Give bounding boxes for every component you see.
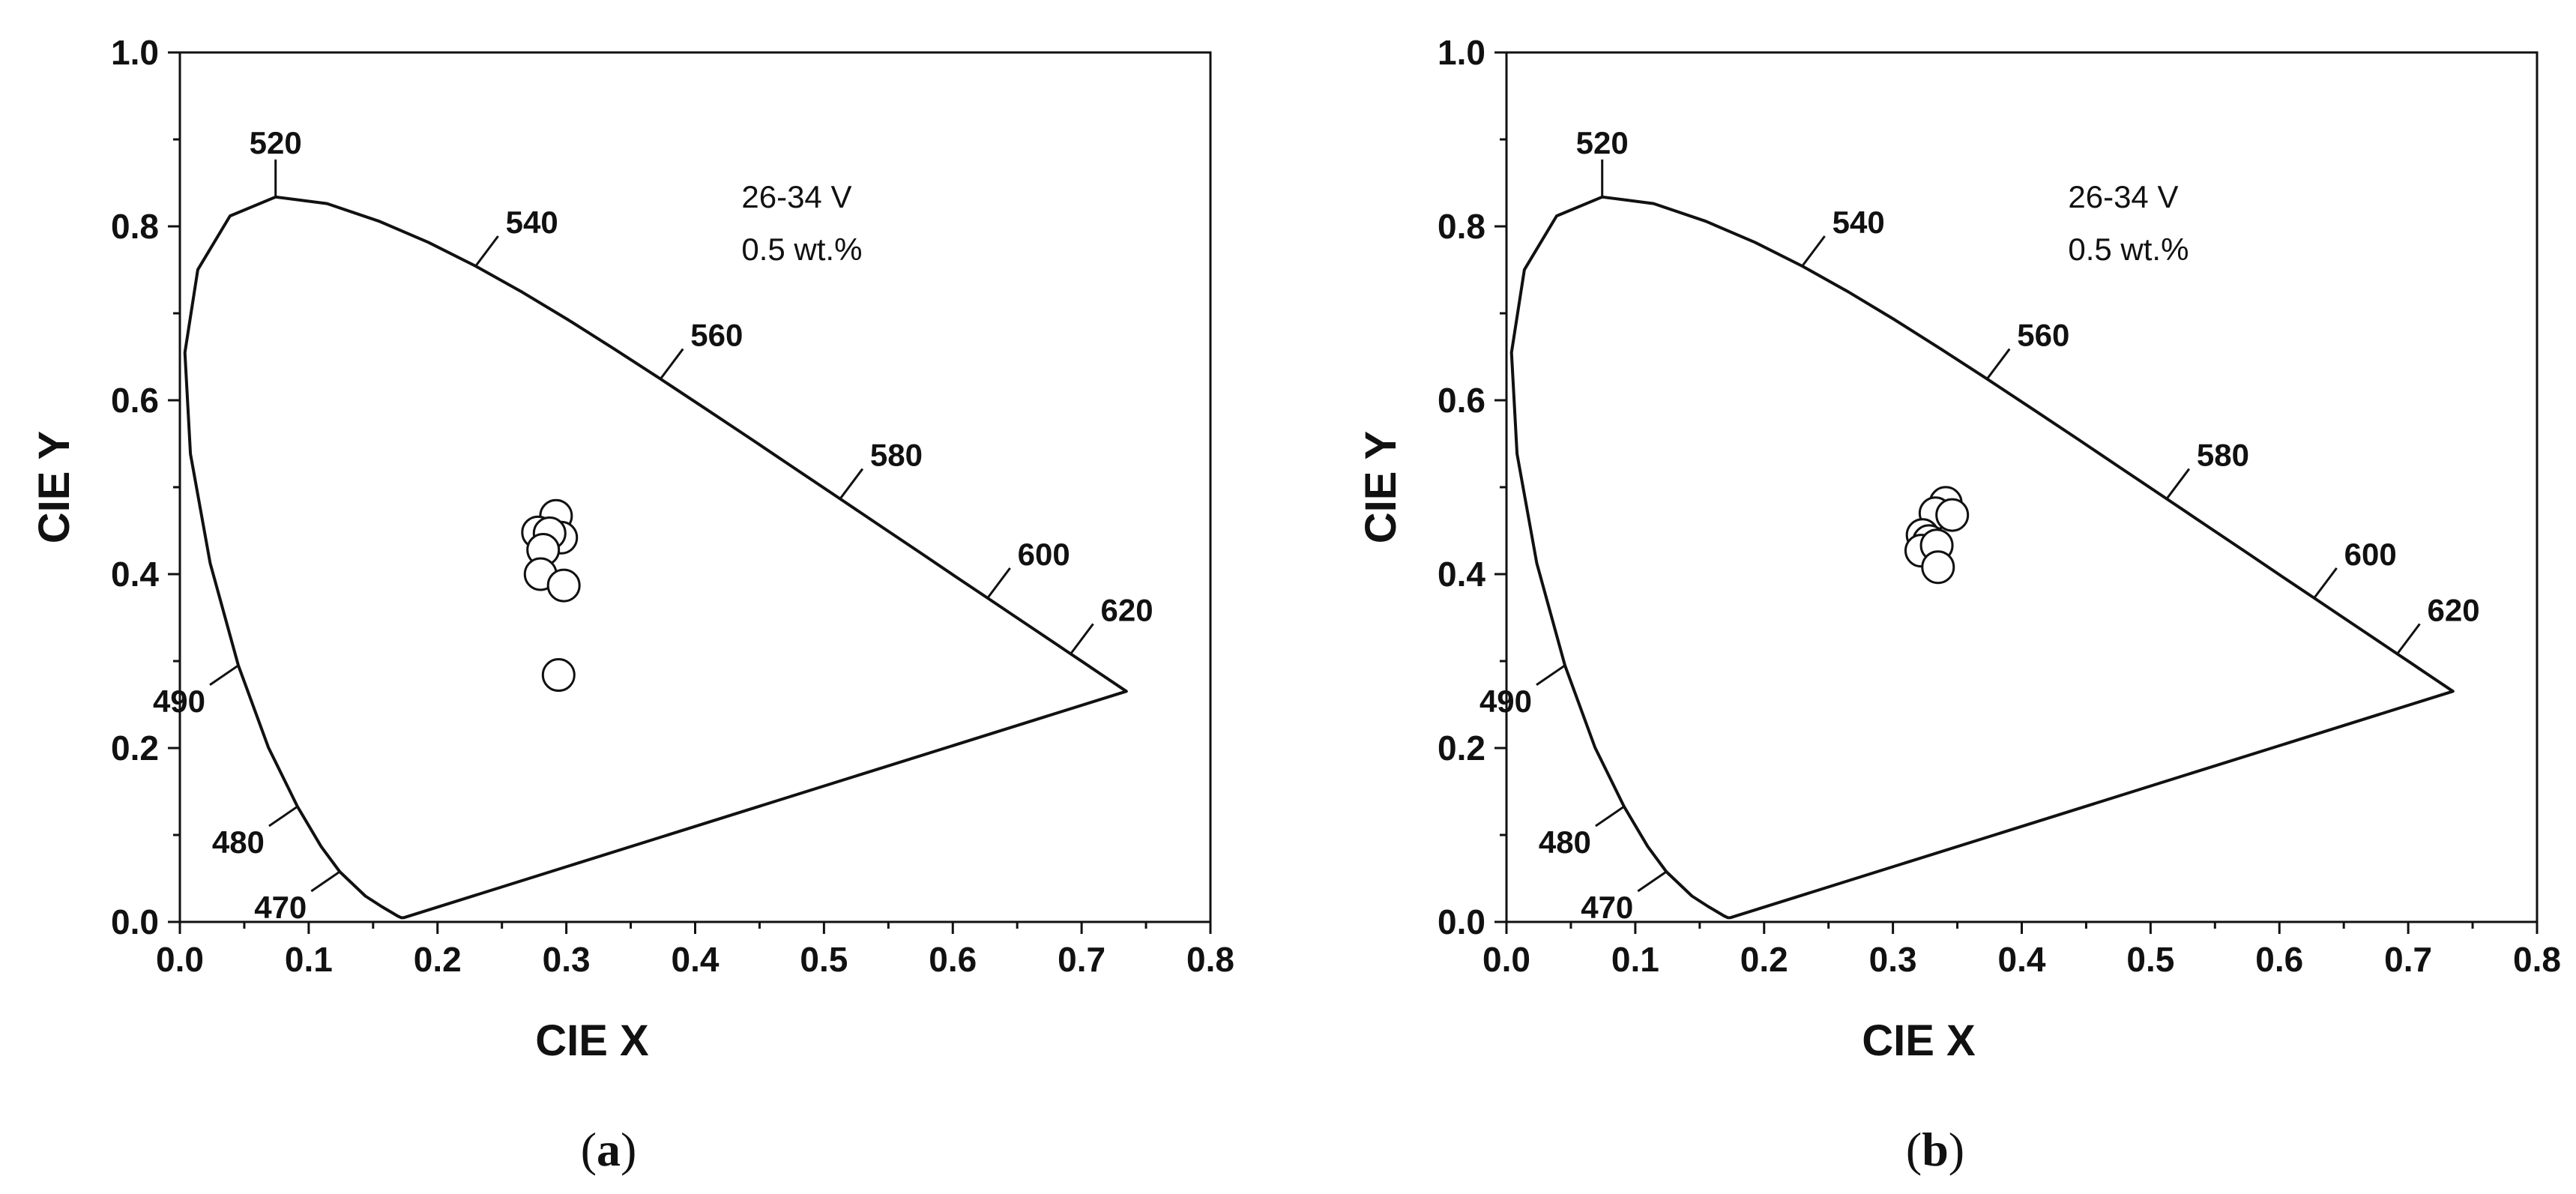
data-point — [1921, 550, 1955, 585]
x-tick-label: 0.0 — [1482, 940, 1530, 979]
locus-label-490: 490 — [153, 684, 205, 719]
locus-tick-470 — [310, 870, 341, 893]
panel-a: 0.0 0.1 0.2 0.3 0.4 0.5 0.6 0.7 0.8 0.0 0.2 0.4 0.6 0… — [30, 33, 1234, 1176]
y-tick-label: 0.0 — [111, 902, 159, 941]
annotation-line: 26-34 V — [741, 179, 851, 214]
panel-caption: (b) — [1906, 1123, 1964, 1176]
y-tick-label: 0.8 — [1438, 207, 1485, 246]
x-tick-label: 0.7 — [2384, 940, 2432, 979]
y-tick-label: 0.2 — [111, 729, 159, 768]
plot-frame — [178, 51, 1212, 923]
y-axis-title: CIE Y — [1357, 431, 1405, 543]
locus-label-470: 470 — [254, 890, 307, 925]
y-tick-label: 0.4 — [111, 555, 159, 594]
locus-tick-620 — [2396, 623, 2421, 655]
y-tick-label: 1.0 — [1438, 33, 1485, 72]
x-tick-label: 0.1 — [1611, 940, 1659, 979]
annotation-line: 0.5 wt.% — [741, 232, 862, 267]
y-tick-label: 0.2 — [1438, 729, 1485, 768]
annotation-line: 0.5 wt.% — [2068, 232, 2189, 267]
y-tick-label: 0.8 — [111, 207, 159, 246]
locus-label-580: 580 — [870, 438, 923, 473]
x-tick-label: 0.5 — [2126, 940, 2174, 979]
x-tick-label: 0.4 — [1998, 940, 2046, 979]
x-tick-label: 0.1 — [285, 940, 333, 979]
x-tick-label: 0.0 — [156, 940, 204, 979]
x-tick-label: 0.4 — [672, 940, 720, 979]
locus-label-620: 620 — [1101, 592, 1153, 627]
data-point — [541, 658, 576, 693]
data-point — [546, 568, 581, 603]
locus-tick-600 — [986, 567, 1011, 599]
y-tick-label: 0.6 — [111, 381, 159, 420]
data-point — [1935, 498, 1970, 532]
plot-frame — [1505, 51, 2539, 923]
locus-label-560: 560 — [690, 318, 743, 353]
locus-label-620: 620 — [2428, 592, 2480, 627]
locus-tick-490 — [209, 664, 239, 687]
x-axis-title: CIE X — [1862, 1016, 1976, 1065]
x-tick-label: 0.8 — [1186, 940, 1234, 979]
locus-tick-580 — [2165, 468, 2191, 500]
locus-tick-600 — [2313, 567, 2338, 599]
locus-label-490: 490 — [1479, 684, 1532, 719]
locus-tick-490 — [1536, 664, 1566, 687]
locus-tick-580 — [839, 468, 864, 500]
x-tick-label: 0.8 — [2513, 940, 2561, 979]
x-tick-label: 0.6 — [2255, 940, 2303, 979]
locus-tick-560 — [660, 348, 684, 380]
x-tick-label: 0.2 — [1740, 940, 1788, 979]
locus-label-540: 540 — [1833, 205, 1885, 240]
locus-tick-470 — [1637, 870, 1668, 893]
x-tick-label: 0.6 — [929, 940, 977, 979]
y-tick-label: 1.0 — [111, 33, 159, 72]
y-axis-title: CIE Y — [30, 431, 79, 543]
locus-tick-540 — [1801, 235, 1826, 267]
annotation-line: 26-34 V — [2068, 179, 2178, 214]
locus-label-600: 600 — [1018, 537, 1070, 572]
spectral-locus — [183, 195, 1128, 920]
locus-label-520: 520 — [250, 125, 302, 160]
locus-tick-620 — [1070, 623, 1094, 655]
x-tick-label: 0.3 — [1869, 940, 1917, 979]
x-tick-label: 0.7 — [1058, 940, 1105, 979]
locus-label-560: 560 — [2017, 318, 2069, 353]
y-tick-label: 0.4 — [1438, 555, 1485, 594]
locus-label-600: 600 — [2344, 537, 2397, 572]
y-tick-label: 0.0 — [1438, 902, 1485, 941]
locus-label-480: 480 — [1539, 824, 1591, 860]
x-axis-title: CIE X — [535, 1016, 649, 1065]
x-tick-label: 0.5 — [800, 940, 848, 979]
locus-label-480: 480 — [212, 824, 265, 860]
locus-label-520: 520 — [1576, 125, 1629, 160]
y-tick-label: 0.6 — [1438, 381, 1485, 420]
locus-label-580: 580 — [2197, 438, 2249, 473]
panel-b: 0.0 0.1 0.2 0.3 0.4 0.5 0.6 0.7 0.8 0.0 0.2 0.4 0.6 0… — [1357, 33, 2561, 1176]
locus-label-540: 540 — [506, 205, 558, 240]
locus-tick-480 — [268, 805, 298, 827]
spectral-locus — [1509, 195, 2455, 920]
x-tick-label: 0.3 — [543, 940, 591, 979]
locus-tick-540 — [474, 235, 499, 267]
locus-label-470: 470 — [1581, 890, 1633, 925]
x-tick-label: 0.2 — [414, 940, 462, 979]
locus-tick-480 — [1595, 805, 1625, 827]
locus-tick-560 — [1986, 348, 2011, 380]
panel-caption: (a) — [581, 1123, 637, 1176]
